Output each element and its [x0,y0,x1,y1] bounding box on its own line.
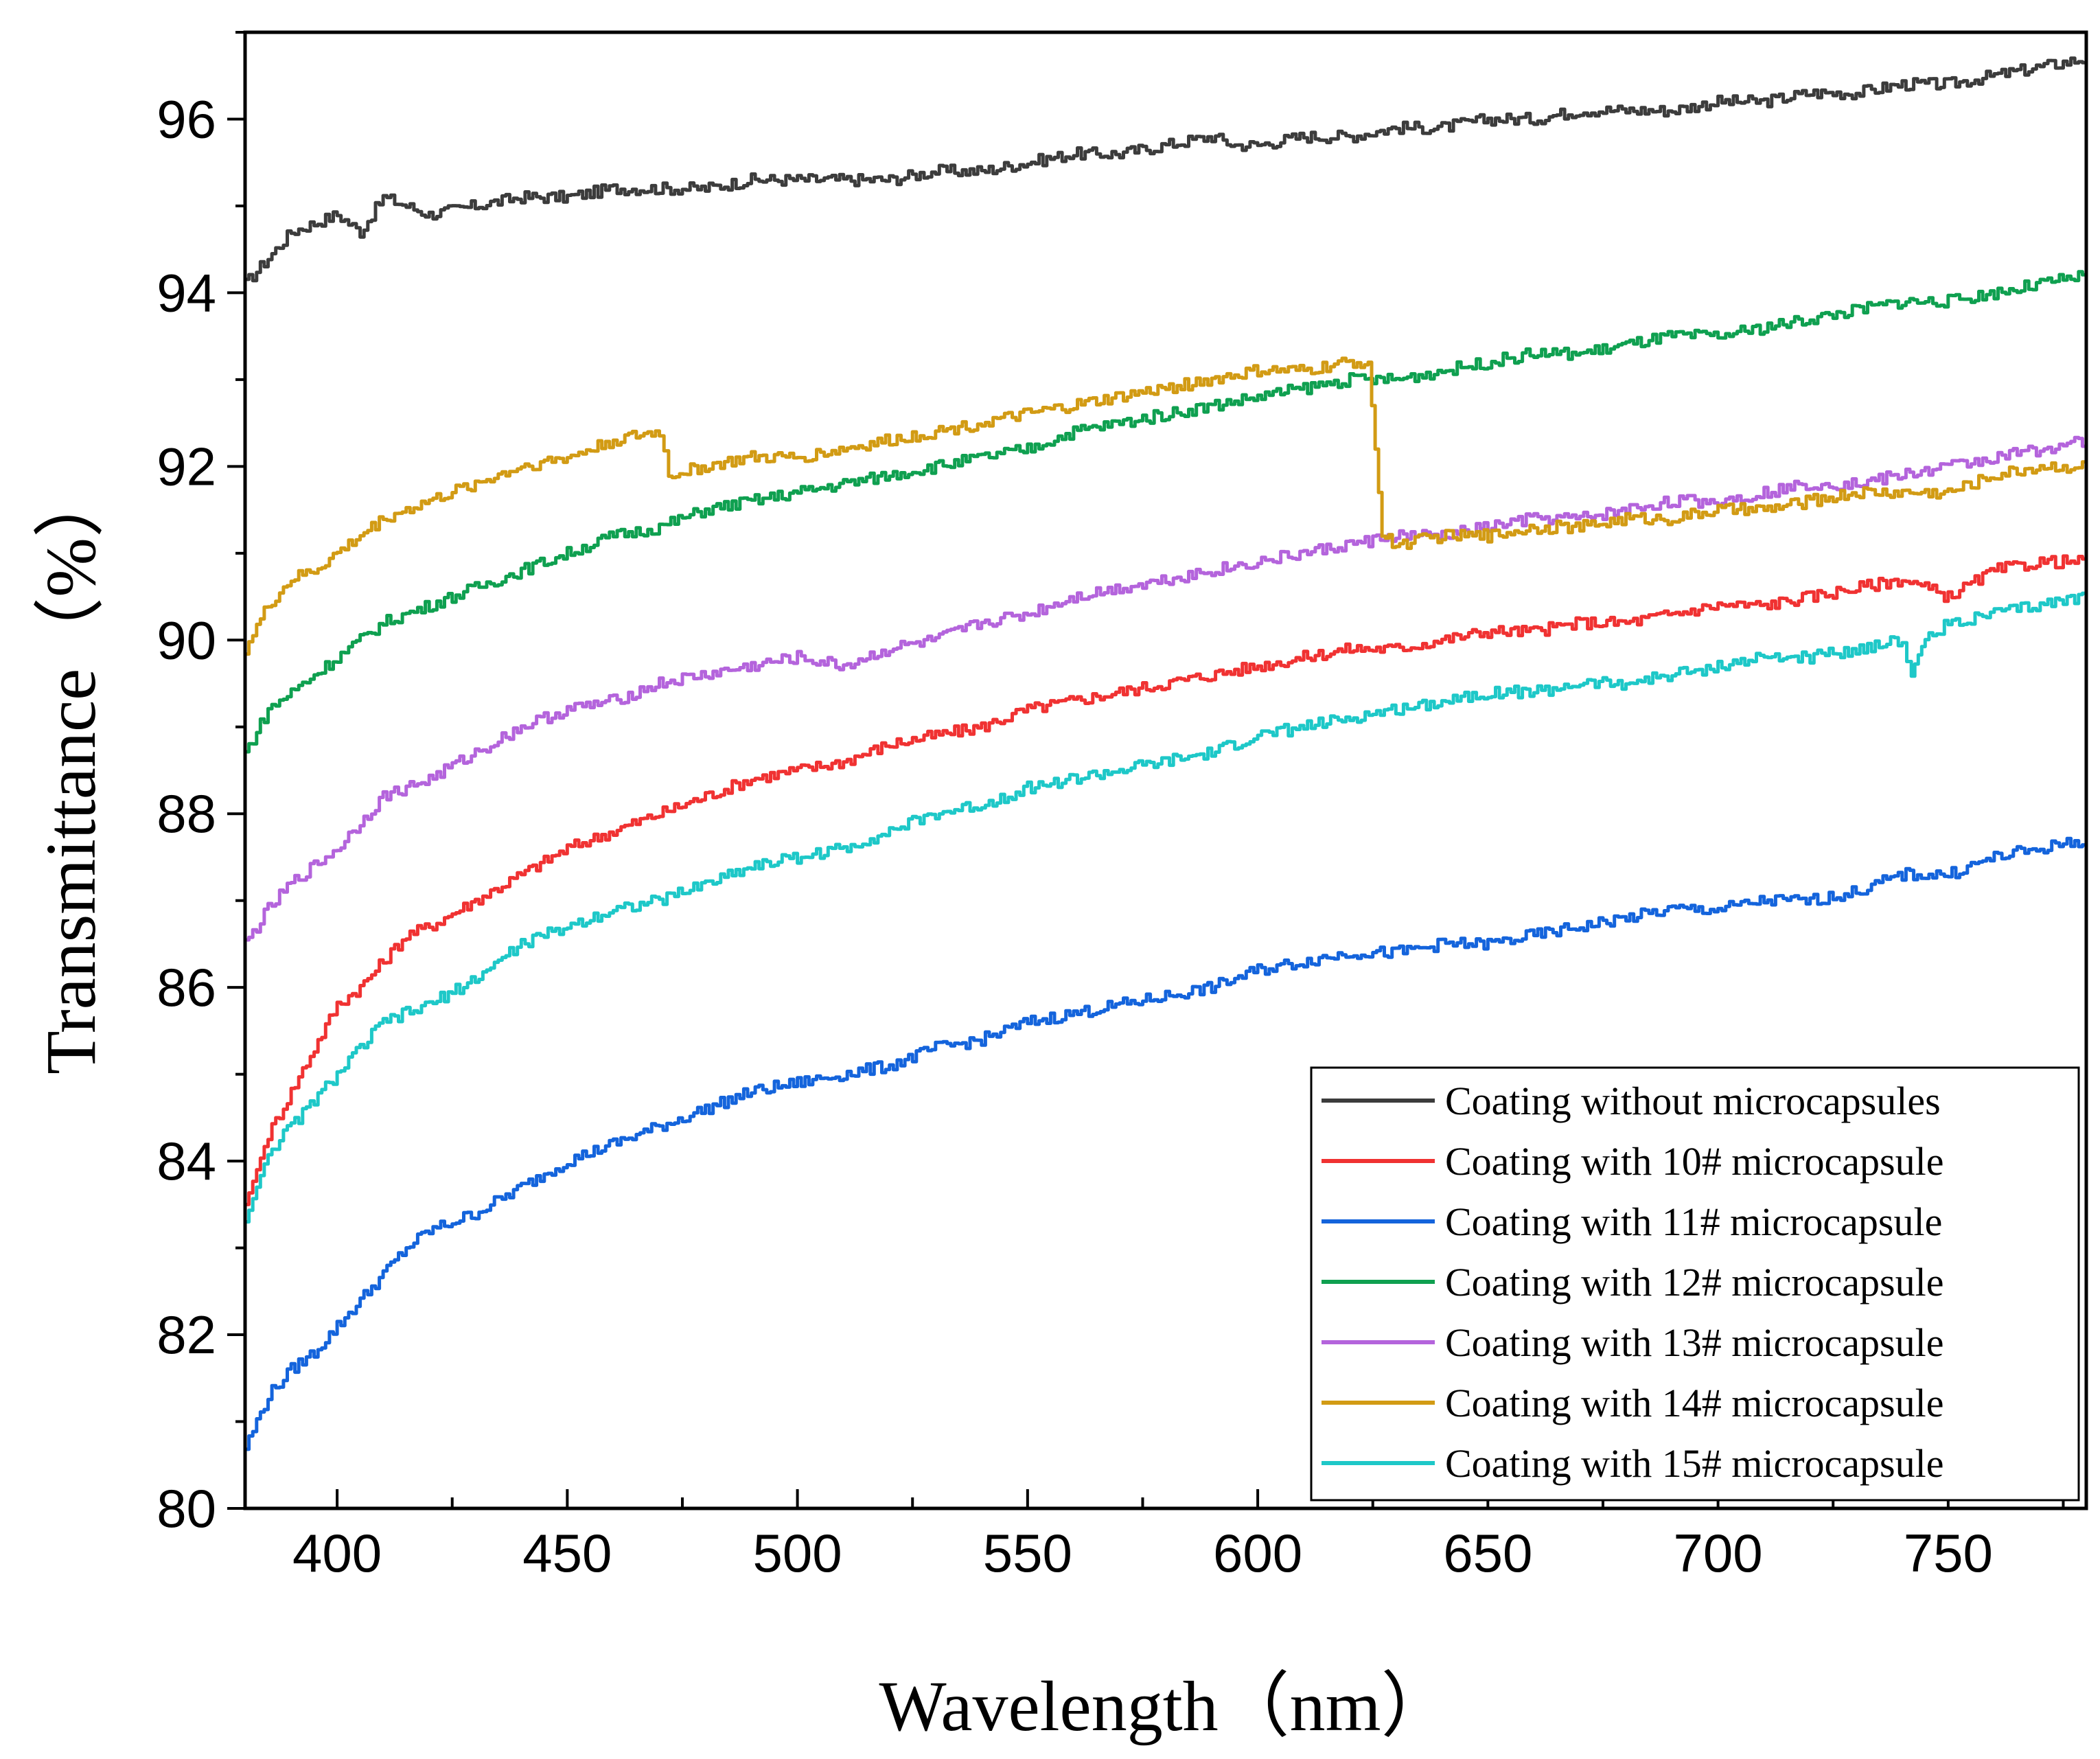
series-line [245,591,2088,1224]
x-tick-label: 400 [292,1523,382,1583]
series-line [245,270,2088,754]
x-tick-label: 550 [983,1523,1072,1583]
y-tick-label: 94 [157,262,216,323]
y-tick-label: 82 [157,1304,216,1365]
x-tick-label: 500 [753,1523,842,1583]
legend-label: Coating with 11# microcapsule [1445,1199,1942,1244]
legend-label: Coating with 12# microcapsule [1445,1260,1943,1304]
x-axis-ticks: 400 450 500 550 600 650 700 750 [292,1489,2065,1583]
y-axis-title: Transmittance（%） [32,466,111,1074]
y-tick-label: 96 [157,89,216,149]
x-tick-label: 600 [1213,1523,1302,1583]
legend-label: Coating without microcapsules [1445,1079,1941,1123]
legend-label: Coating with 13# microcapsule [1445,1320,1943,1365]
y-axis-ticks: 80 82 84 86 88 90 92 94 96 [157,31,245,1539]
y-tick-label: 86 [157,957,216,1018]
series-layer [245,56,2088,1451]
legend-box [1310,1066,2080,1502]
x-tick-label: 650 [1443,1523,1532,1583]
legend: Coating without microcapsules Coating wit… [1310,1066,2080,1502]
plot-frame [243,30,2088,1510]
legend-label: Coating with 14# microcapsule [1445,1381,1943,1425]
series-line [245,554,2088,1206]
series-line [245,56,2088,283]
y-tick-label: 84 [157,1131,216,1191]
y-tick-label: 92 [157,436,216,496]
x-tick-label: 700 [1674,1523,1763,1583]
series-line [245,356,2088,656]
series-line [245,836,2088,1451]
legend-items: Coating without microcapsules Coating wit… [1322,1079,1943,1486]
legend-label: Coating with 15# microcapsule [1445,1441,1943,1486]
y-tick-label: 88 [157,783,216,844]
x-tick-label: 450 [522,1523,612,1583]
x-tick-label: 750 [1904,1523,1993,1583]
x-axis-title: Wavelength（nm） [879,1667,1453,1746]
series-line [245,435,2088,942]
legend-label: Coating with 10# microcapsule [1445,1139,1943,1184]
y-tick-label: 90 [157,610,216,670]
y-tick-label: 80 [157,1478,216,1539]
